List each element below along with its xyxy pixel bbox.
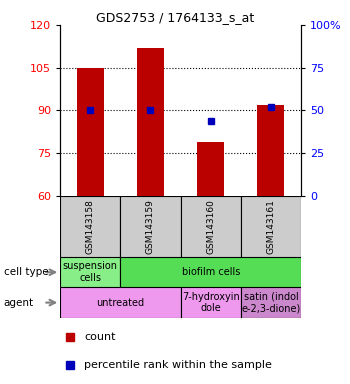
Text: GSM143160: GSM143160 xyxy=(206,199,215,254)
Text: GSM143161: GSM143161 xyxy=(266,199,275,254)
Bar xyxy=(60,287,181,318)
Text: GSM143158: GSM143158 xyxy=(86,199,95,254)
Text: suspension
cells: suspension cells xyxy=(63,262,118,283)
Bar xyxy=(77,68,104,196)
Bar xyxy=(181,287,241,318)
Text: agent: agent xyxy=(4,298,34,308)
Bar xyxy=(241,287,301,318)
Bar xyxy=(197,142,224,196)
Text: satin (indol
e-2,3-dione): satin (indol e-2,3-dione) xyxy=(241,292,301,313)
Bar xyxy=(257,105,285,196)
Text: 7-hydroxyin
dole: 7-hydroxyin dole xyxy=(182,292,239,313)
Text: GDS2753 / 1764133_s_at: GDS2753 / 1764133_s_at xyxy=(96,11,254,24)
Text: percentile rank within the sample: percentile rank within the sample xyxy=(84,360,272,370)
Bar xyxy=(241,196,301,257)
Text: biofilm cells: biofilm cells xyxy=(182,267,240,277)
Text: GSM143159: GSM143159 xyxy=(146,199,155,254)
Bar xyxy=(120,257,301,287)
Bar xyxy=(181,196,241,257)
Bar xyxy=(137,48,164,196)
Text: count: count xyxy=(84,332,116,342)
Bar xyxy=(60,196,120,257)
Text: cell type: cell type xyxy=(4,267,48,277)
Bar xyxy=(120,196,181,257)
Text: untreated: untreated xyxy=(96,298,145,308)
Bar xyxy=(60,257,120,287)
